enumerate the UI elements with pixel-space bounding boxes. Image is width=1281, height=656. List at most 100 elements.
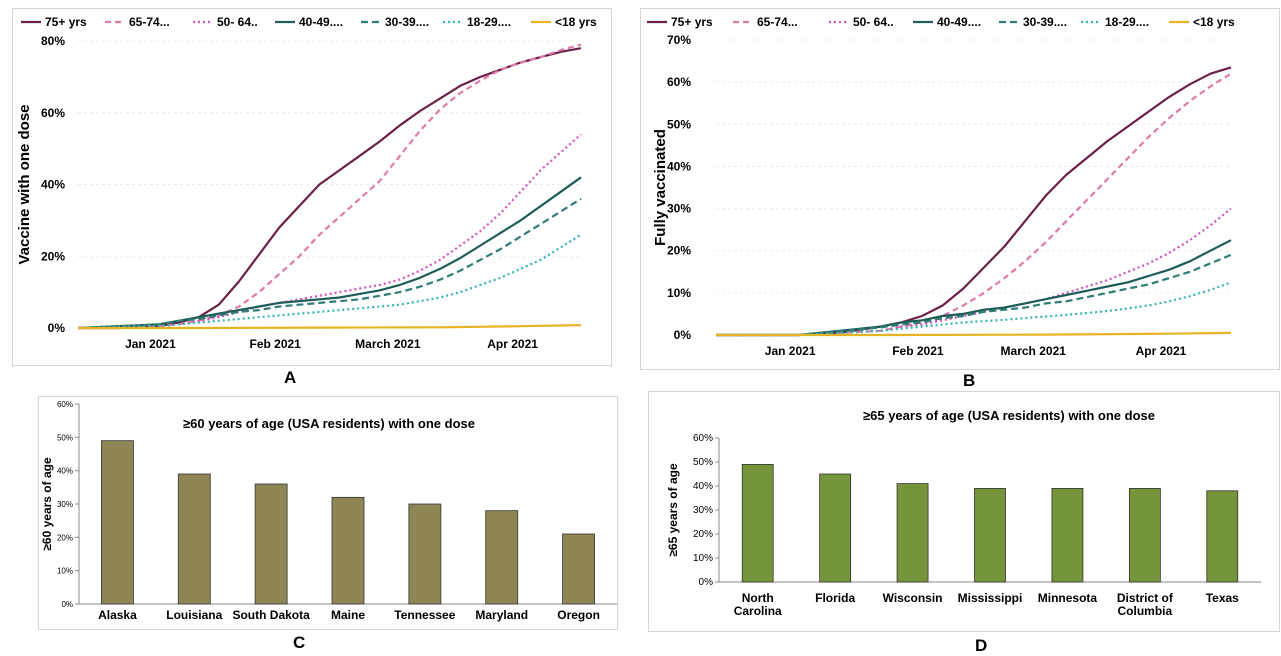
x-tick-label: Jan 2021 <box>765 344 816 358</box>
series-line-s18 <box>77 233 582 330</box>
y-tick-label: 0% <box>674 328 692 342</box>
y-tick-label: 20% <box>57 533 73 542</box>
y-tick-label: 40% <box>667 159 691 173</box>
series-line-s50 <box>716 207 1232 337</box>
panel-c-chart: 0% 10% 20% 30% 40% 50% 60% Alaska Louisiana South… <box>38 396 618 630</box>
legend-label: <18 yrs <box>555 15 597 29</box>
x-category-label: Mississippi <box>958 591 1023 605</box>
legend-label: 18-29.... <box>1105 15 1149 29</box>
y-tick-label: 30% <box>667 202 691 216</box>
y-tick-label: 60% <box>57 400 73 409</box>
series-line-s75 <box>78 47 582 330</box>
x-category-label: Texas <box>1206 591 1239 605</box>
x-category-label: Florida <box>815 591 855 605</box>
series-line-s30 <box>77 197 582 330</box>
panel-c-svg: 0% 10% 20% 30% 40% 50% 60% Alaska Louisiana South… <box>40 400 617 622</box>
x-category-label: South Dakota <box>232 608 310 622</box>
x-tick-label: Apr 2021 <box>487 337 538 351</box>
series-line-s65 <box>716 72 1232 337</box>
bar <box>1128 488 1161 583</box>
bar <box>331 496 365 605</box>
legend-label: 30-39.... <box>385 15 429 29</box>
bar <box>741 464 774 583</box>
x-category-label: Louisiana <box>166 608 222 622</box>
series-line-s65 <box>78 43 582 330</box>
legend-label: 18-29.... <box>467 15 511 29</box>
x-category-label: Columbia <box>1118 604 1173 618</box>
y-axis-title: Fully vaccinated <box>652 129 669 246</box>
chart-title: ≥60 years of age (USA residents) with on… <box>183 416 475 431</box>
x-category-label: Maryland <box>475 608 528 622</box>
series-line-s30 <box>716 253 1232 337</box>
y-tick-label: 50% <box>667 117 691 131</box>
series-line-s40 <box>716 239 1232 337</box>
x-category-label: Tennessee <box>394 608 455 622</box>
legend-label: 75+ yrs <box>671 15 713 29</box>
y-tick-label: 50% <box>693 457 713 468</box>
x-category-label: Carolina <box>734 604 782 618</box>
series-line-s00 <box>716 331 1232 337</box>
y-tick-label: 10% <box>57 567 73 576</box>
series-line-s50 <box>78 133 582 330</box>
y-tick-label: 0% <box>61 600 73 609</box>
bar <box>974 488 1006 583</box>
y-tick-label: 40% <box>41 178 65 192</box>
x-category-label: Oregon <box>557 608 600 622</box>
y-tick-label: 0% <box>699 577 714 588</box>
y-tick-label: 70% <box>667 33 691 47</box>
legend-label: 50- 64.. <box>217 15 258 29</box>
panel-a-letter: A <box>284 368 297 387</box>
bar <box>408 503 442 605</box>
x-tick-label: Feb 2021 <box>892 344 944 358</box>
series-line-s75 <box>716 66 1232 337</box>
x-category-label: Wisconsin <box>883 591 943 605</box>
panel-b-chart: 0% 10% 20% 30% 40% 50% 60% 70% Jan 2021 Feb 2021 M… <box>640 8 1280 370</box>
y-tick-label: 20% <box>41 249 65 263</box>
bar <box>896 483 929 583</box>
y-tick-label: 20% <box>693 529 713 540</box>
y-axis-title: ≥65 years of age <box>666 463 680 557</box>
bar <box>562 533 595 605</box>
y-tick-label: 50% <box>57 433 73 442</box>
legend-label: 65-74... <box>129 15 170 29</box>
x-tick-label: March 2021 <box>355 337 421 351</box>
chart-title: ≥65 years of age (USA residents) with on… <box>863 408 1155 423</box>
bar <box>1206 490 1239 583</box>
bar <box>1051 488 1084 583</box>
y-tick-label: 20% <box>667 244 691 258</box>
series-line-s18 <box>716 281 1232 337</box>
legend-label: 75+ yrs <box>45 15 87 29</box>
x-tick-label: March 2021 <box>1001 344 1067 358</box>
x-category-label: Alaska <box>98 608 137 622</box>
panel-b-letter: B <box>963 371 976 390</box>
y-tick-label: 30% <box>693 505 713 516</box>
bar <box>254 483 288 605</box>
x-tick-label: Apr 2021 <box>1136 344 1187 358</box>
panel-d-chart: 0% 10% 20% 30% 40% 50% 60% North Carolina Florida… <box>648 391 1280 632</box>
x-category-label: Maine <box>331 608 365 622</box>
legend-label: 65-74... <box>757 15 798 29</box>
panel-a-svg: 0% 20% 40% 60% 80% Jan 2021 Feb 2021 March 2021… <box>16 15 597 351</box>
legend-label: 40-49.... <box>299 15 343 29</box>
y-tick-label: 10% <box>667 286 691 300</box>
bar <box>485 510 519 605</box>
y-tick-label: 30% <box>57 500 73 509</box>
x-tick-label: Jan 2021 <box>125 337 176 351</box>
y-tick-label: 60% <box>667 75 691 89</box>
x-category-label: District of <box>1117 591 1174 605</box>
y-axis-title: ≥60 years of age <box>40 457 54 551</box>
y-tick-label: 0% <box>48 321 66 335</box>
panel-d-letter: D <box>975 636 988 655</box>
y-tick-label: 60% <box>693 433 713 444</box>
x-category-label: North <box>742 591 774 605</box>
y-tick-label: 40% <box>57 467 73 476</box>
y-tick-label: 10% <box>693 553 713 564</box>
y-tick-label: 60% <box>41 106 65 120</box>
y-tick-label: 40% <box>693 481 713 492</box>
y-axis-title: Vaccine with one dose <box>16 104 33 264</box>
series-line-s40 <box>77 176 582 330</box>
x-tick-label: Feb 2021 <box>249 337 301 351</box>
y-tick-label: 80% <box>41 34 65 48</box>
series-line-s00 <box>78 324 582 330</box>
